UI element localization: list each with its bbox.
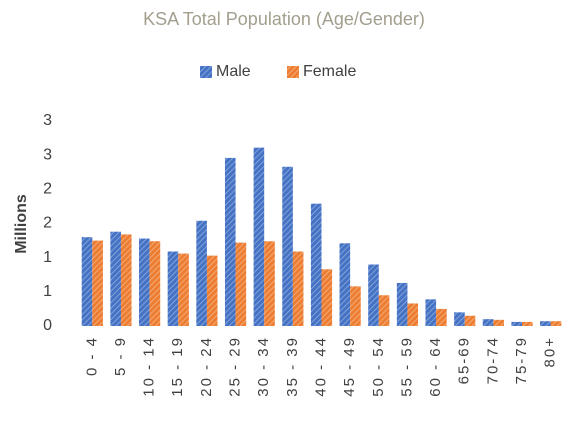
bar — [464, 315, 476, 326]
x-tick-label: 50 - 54 — [370, 336, 387, 397]
bar — [92, 240, 103, 326]
bar — [235, 242, 247, 326]
y-tick-label: 3 — [43, 146, 52, 163]
x-tick-label: 5 - 9 — [112, 336, 129, 376]
x-tick-label: 0 - 4 — [83, 336, 100, 376]
bar — [282, 166, 293, 326]
bar — [550, 321, 562, 326]
x-tick-label: 15 - 19 — [169, 336, 186, 397]
y-tick-label: 2 — [43, 215, 52, 232]
y-tick-label: 2 — [43, 181, 52, 198]
bar — [407, 303, 419, 326]
bar — [454, 312, 465, 326]
bar — [522, 321, 533, 326]
bar — [378, 295, 390, 326]
legend-swatch — [287, 66, 299, 78]
x-tick-label: 80+ — [542, 336, 559, 367]
legend-swatch — [200, 66, 212, 78]
x-tick-label: 55 - 59 — [398, 336, 415, 397]
bar — [120, 234, 132, 326]
y-tick-label: 1 — [43, 283, 52, 300]
bar — [310, 203, 322, 326]
bar — [436, 308, 447, 326]
bar — [540, 321, 551, 326]
chart-title: KSA Total Population (Age/Gender) — [143, 9, 425, 29]
bar — [196, 220, 207, 326]
x-tick-label: 45 - 49 — [341, 336, 358, 397]
bar — [264, 241, 275, 326]
bar — [206, 255, 218, 326]
x-tick-label: 25 - 29 — [227, 336, 244, 397]
bar — [493, 319, 504, 326]
bar — [292, 251, 304, 326]
x-tick-label: 75-79 — [513, 336, 530, 384]
bar — [253, 147, 265, 326]
bar — [425, 299, 437, 326]
bar — [368, 264, 379, 326]
x-tick-label: 30 - 34 — [255, 336, 272, 397]
bar — [81, 237, 93, 326]
bar — [350, 286, 361, 326]
x-tick-label: 40 - 44 — [312, 336, 329, 397]
y-tick-label: 0 — [43, 317, 52, 334]
legend-label: Male — [216, 63, 251, 80]
bar — [178, 253, 189, 326]
bar — [396, 282, 408, 326]
bar — [511, 321, 523, 326]
bar — [167, 251, 179, 326]
bar — [482, 319, 494, 326]
legend-label: Female — [303, 63, 356, 80]
x-tick-label: 70-74 — [484, 336, 501, 384]
x-tick-label: 35 - 39 — [284, 336, 301, 397]
y-tick-label: 1 — [43, 249, 52, 266]
bar — [110, 231, 121, 326]
y-axis-label: Millions — [13, 194, 30, 254]
x-tick-label: 20 - 24 — [198, 336, 215, 397]
x-tick-label: 65-69 — [456, 336, 473, 384]
x-tick-label: 10 - 14 — [141, 336, 158, 397]
bar — [149, 241, 161, 326]
bar — [339, 243, 351, 326]
x-tick-label: 60 - 64 — [427, 336, 444, 397]
bar — [139, 238, 150, 326]
bar — [224, 157, 236, 326]
y-tick-label: 3 — [43, 112, 52, 129]
bar — [321, 269, 333, 326]
